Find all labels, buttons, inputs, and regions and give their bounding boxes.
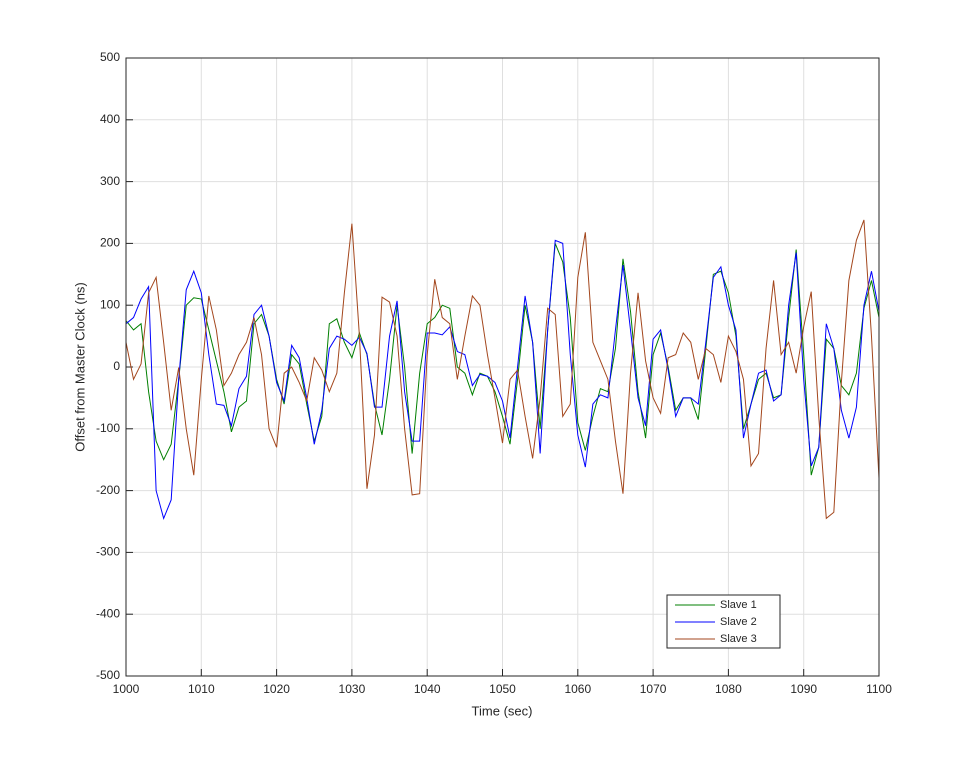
data-line bbox=[125, 239, 880, 520]
y-tick-label: 300 bbox=[100, 174, 120, 188]
x-tick-label: 1050 bbox=[489, 682, 516, 696]
x-tick-label: 1040 bbox=[414, 682, 441, 696]
x-tick-label: 1100 bbox=[866, 682, 892, 696]
y-tick-label: 0 bbox=[113, 359, 120, 373]
x-tick-label: 1070 bbox=[640, 682, 667, 696]
legend-label: Slave 1 bbox=[720, 599, 757, 611]
x-tick-label: 1060 bbox=[564, 682, 591, 696]
data-line bbox=[125, 219, 880, 520]
legend-label: Slave 2 bbox=[720, 616, 757, 628]
x-tick-label: 1000 bbox=[113, 682, 140, 696]
plot-frame bbox=[125, 57, 880, 677]
y-tick-label: 400 bbox=[100, 112, 120, 126]
y-tick-label: 200 bbox=[100, 236, 120, 250]
y-tick-label: -400 bbox=[96, 606, 120, 620]
x-tick-label: 1090 bbox=[790, 682, 817, 696]
x-tick-label: 1030 bbox=[339, 682, 366, 696]
y-tick-label: 500 bbox=[100, 50, 120, 64]
y-axis-label: Offset from Master Clock (ns) bbox=[72, 282, 87, 452]
x-tick-label: 1080 bbox=[715, 682, 742, 696]
x-tick-label: 1020 bbox=[263, 682, 290, 696]
y-tick-label: -300 bbox=[96, 545, 120, 559]
y-tick-label: -200 bbox=[96, 483, 120, 497]
legend-label: Slave 3 bbox=[720, 633, 757, 645]
y-tick-label: -100 bbox=[96, 421, 120, 435]
legend: Slave 1 Slave 2 Slave 3 bbox=[666, 594, 781, 649]
x-axis-label: Time (sec) bbox=[472, 703, 533, 718]
y-tick-label: 100 bbox=[100, 297, 120, 311]
y-tick-label: -500 bbox=[96, 668, 120, 682]
x-tick-label: 1010 bbox=[188, 682, 215, 696]
